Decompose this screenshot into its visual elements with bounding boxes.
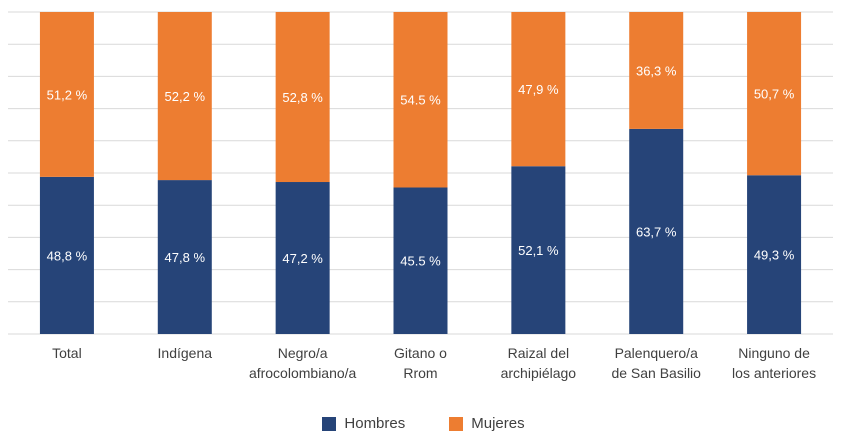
bar-hombres <box>511 166 566 334</box>
data-labels: 48,8 % 51,2 % 47,8 % 52,2 % 47,2 % 52,8 % 45.5… <box>47 63 795 268</box>
x-tick-label: Palenquero/a <box>615 345 699 361</box>
x-tick-label: Total <box>52 345 82 361</box>
x-tick-label: Gitano o <box>394 345 447 361</box>
x-tick-label: afrocolombiano/a <box>249 365 357 381</box>
bar-mujeres <box>157 12 212 181</box>
data-label-hombres: 47,8 % <box>165 250 206 265</box>
data-label-hombres: 48,8 % <box>47 248 88 263</box>
data-label-hombres: 49,3 % <box>754 248 795 263</box>
bar-hombres <box>747 175 802 334</box>
data-label-hombres: 52,1 % <box>518 243 559 258</box>
data-label-mujeres: 36,3 % <box>636 63 677 78</box>
data-label-mujeres: 47,9 % <box>518 82 559 97</box>
x-axis-ticks: Total Indígena Negro/a afrocolombiano/a Gita… <box>52 345 816 381</box>
bar-hombres <box>157 180 212 334</box>
x-tick-label: Negro/a <box>278 345 328 361</box>
bar-hombres <box>39 176 94 334</box>
data-label-hombres: 47,2 % <box>282 251 323 266</box>
x-tick-label: Rrom <box>403 365 437 381</box>
x-tick-label: los anteriores <box>732 365 816 381</box>
legend-label-hombres: Hombres <box>344 415 406 432</box>
legend-swatch-hombres <box>322 416 337 431</box>
bar-mujeres <box>629 12 684 129</box>
data-label-mujeres: 52,2 % <box>165 89 206 104</box>
data-label-mujeres: 51,2 % <box>47 87 88 102</box>
x-tick-label: de San Basilio <box>611 365 701 381</box>
legend-item-mujeres: Mujeres <box>449 415 525 432</box>
x-tick-label: Raizal del <box>508 345 569 361</box>
x-tick-label: Ninguno de <box>738 345 810 361</box>
legend-item-hombres: Hombres <box>322 415 405 432</box>
bar-mujeres <box>747 12 802 176</box>
bar-hombres <box>393 187 448 334</box>
bar-mujeres <box>511 12 566 167</box>
legend-label-mujeres: Mujeres <box>471 415 525 432</box>
bar-mujeres <box>275 12 330 183</box>
stacked-bar-chart: 48,8 % 51,2 % 47,8 % 52,2 % 47,2 % 52,8 % 45.5… <box>8 11 833 381</box>
legend-swatch-mujeres <box>449 416 464 431</box>
data-label-mujeres: 52,8 % <box>282 90 323 105</box>
data-label-hombres: 63,7 % <box>636 224 677 239</box>
bar-series <box>39 12 802 334</box>
bar-mujeres <box>39 12 94 177</box>
bar-hombres <box>629 128 684 334</box>
legend: Hombres Mujeres <box>0 415 847 432</box>
data-label-hombres: 45.5 % <box>400 254 441 269</box>
bar-mujeres <box>393 12 448 188</box>
data-label-mujeres: 54.5 % <box>400 93 441 108</box>
x-tick-label: Indígena <box>158 345 213 361</box>
bar-hombres <box>275 182 330 334</box>
x-tick-label: archipiélago <box>501 365 577 381</box>
data-label-mujeres: 50,7 % <box>754 87 795 102</box>
